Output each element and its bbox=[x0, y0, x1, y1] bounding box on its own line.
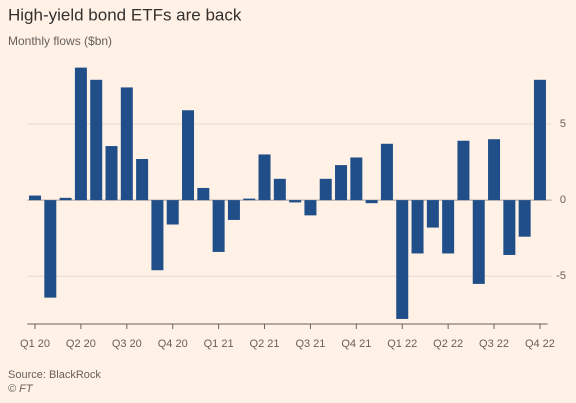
x-tick-label: Q2 20 bbox=[66, 338, 96, 350]
bar bbox=[518, 200, 531, 237]
bar bbox=[90, 79, 103, 201]
bar bbox=[74, 67, 87, 201]
bar bbox=[365, 200, 378, 204]
bar bbox=[212, 200, 225, 252]
bar bbox=[319, 178, 332, 201]
credit: © FT bbox=[8, 383, 34, 395]
chart-title: High-yield bond ETFs are back bbox=[8, 5, 242, 24]
x-tick-label: Q2 21 bbox=[250, 338, 280, 350]
x-tick-label: Q3 22 bbox=[479, 338, 509, 350]
bar bbox=[426, 200, 439, 228]
y-tick-label: -5 bbox=[556, 270, 566, 282]
bar bbox=[350, 157, 363, 201]
bar bbox=[258, 154, 271, 201]
bar bbox=[273, 178, 286, 201]
x-tick-label: Q4 20 bbox=[158, 338, 188, 350]
x-tick-label: Q2 22 bbox=[433, 338, 463, 350]
bar bbox=[227, 200, 240, 220]
bar bbox=[533, 79, 546, 201]
bar bbox=[197, 187, 210, 201]
chart-subtitle: Monthly flows ($bn) bbox=[8, 34, 112, 48]
bar bbox=[289, 200, 302, 203]
y-tick-label: 0 bbox=[560, 194, 566, 206]
bar bbox=[472, 200, 485, 284]
y-tick-label: 5 bbox=[560, 118, 566, 130]
x-tick-label: Q1 20 bbox=[20, 338, 50, 350]
bar bbox=[488, 139, 501, 201]
bar bbox=[304, 200, 317, 216]
bar bbox=[411, 200, 424, 254]
bar bbox=[396, 200, 409, 319]
bar bbox=[120, 87, 133, 201]
bar bbox=[442, 200, 455, 254]
x-tick-label: Q3 21 bbox=[295, 338, 325, 350]
bar bbox=[59, 197, 72, 201]
source: Source: BlackRock bbox=[8, 369, 101, 381]
x-tick-label: Q4 21 bbox=[341, 338, 371, 350]
bar bbox=[335, 165, 348, 201]
bar bbox=[166, 200, 179, 225]
bar bbox=[136, 159, 149, 201]
x-tick-label: Q3 20 bbox=[112, 338, 142, 350]
bar bbox=[503, 200, 516, 255]
bar bbox=[457, 140, 470, 201]
bar bbox=[243, 198, 256, 201]
x-tick-label: Q1 22 bbox=[387, 338, 417, 350]
bar bbox=[182, 110, 195, 201]
bar bbox=[105, 146, 118, 201]
bar bbox=[44, 200, 57, 298]
bar bbox=[29, 195, 42, 201]
x-tick-label: Q1 21 bbox=[204, 338, 234, 350]
x-tick-label: Q4 22 bbox=[525, 338, 555, 350]
bar bbox=[151, 200, 164, 271]
bar bbox=[380, 143, 393, 201]
